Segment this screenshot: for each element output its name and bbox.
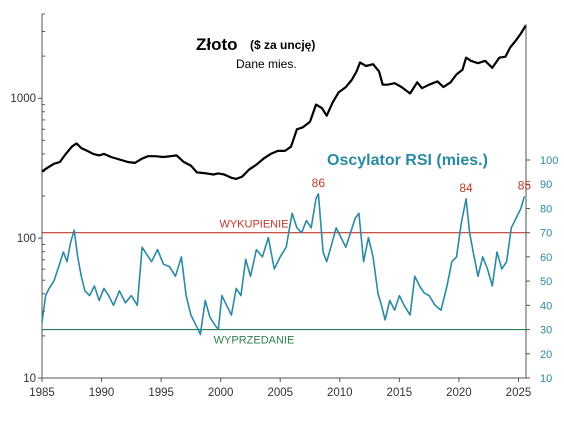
left-tick-label: 100 <box>17 233 36 245</box>
right-tick-label: 10 <box>540 373 552 385</box>
x-tick-label: 2025 <box>506 387 532 399</box>
gold-price-line <box>41 25 527 180</box>
right-tick-label: 20 <box>540 349 552 361</box>
rsi-peak-label: 86 <box>312 176 326 190</box>
x-tick-label: 1985 <box>29 387 55 399</box>
right-tick-label: 70 <box>540 228 552 240</box>
right-tick-label: 30 <box>540 325 552 337</box>
x-tick-label: 2020 <box>446 387 472 399</box>
overbought-label: WYKUPIENIE <box>219 219 288 231</box>
x-tick-label: 2005 <box>267 387 293 399</box>
chart-title: Złoto <box>196 35 238 54</box>
rsi-peak-label: 85 <box>518 178 532 192</box>
chart-title-unit: ($ za uncję) <box>250 38 315 52</box>
chart-subtitle: Dane mies. <box>236 57 297 71</box>
right-tick-label: 40 <box>540 300 552 312</box>
left-tick-label: 10 <box>23 373 36 385</box>
right-tick-label: 100 <box>540 155 558 167</box>
x-tick-label: 2010 <box>327 387 353 399</box>
right-tick-label: 50 <box>540 276 552 288</box>
x-tick-label: 1990 <box>89 387 115 399</box>
rsi-line <box>41 193 526 336</box>
rsi-series-title: Oscylator RSI (mies.) <box>327 152 488 169</box>
right-tick-label: 90 <box>540 179 552 191</box>
x-tick-label: 2000 <box>208 387 234 399</box>
x-tick-label: 1995 <box>148 387 174 399</box>
x-tick-label: 2015 <box>387 387 413 399</box>
rsi-peak-label: 84 <box>459 181 473 195</box>
left-tick-label: 1000 <box>10 93 36 105</box>
right-tick-label: 80 <box>540 203 552 215</box>
oversold-label: WYPRZEDANIE <box>214 335 295 347</box>
right-tick-label: 60 <box>540 252 552 264</box>
plot-area: 1985 1990 1995 2000 2005 2010 2015 2020 20251010… <box>10 13 558 399</box>
